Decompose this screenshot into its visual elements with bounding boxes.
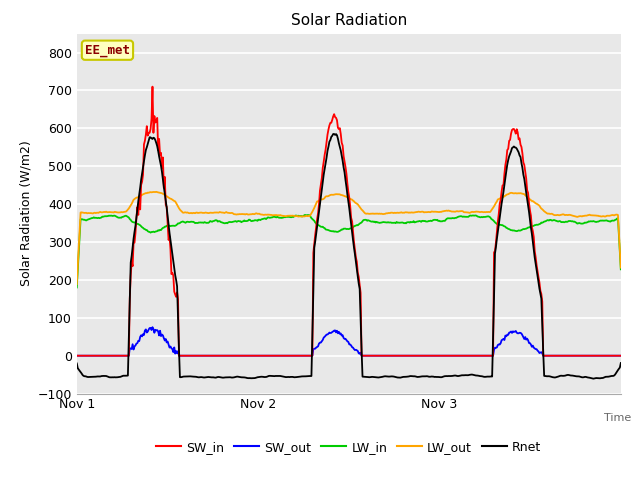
Legend: SW_in, SW_out, LW_in, LW_out, Rnet: SW_in, SW_out, LW_in, LW_out, Rnet — [151, 436, 547, 459]
Y-axis label: Solar Radiation (W/m2): Solar Radiation (W/m2) — [19, 141, 32, 287]
Text: Time: Time — [604, 413, 632, 423]
Title: Solar Radiation: Solar Radiation — [291, 13, 407, 28]
Text: EE_met: EE_met — [85, 44, 130, 57]
